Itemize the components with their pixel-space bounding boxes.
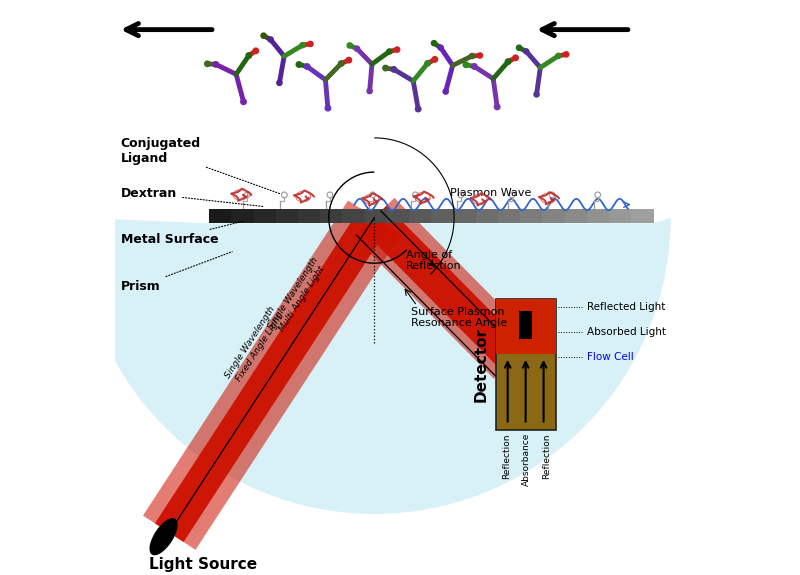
Text: Light Source: Light Source [150, 557, 258, 572]
Polygon shape [78, 218, 670, 514]
Circle shape [391, 67, 397, 72]
Circle shape [556, 53, 561, 59]
FancyBboxPatch shape [496, 299, 555, 354]
Circle shape [524, 49, 529, 54]
FancyBboxPatch shape [365, 209, 387, 223]
FancyBboxPatch shape [631, 209, 654, 223]
Text: Single Wavelength
Fixed Angle Light: Single Wavelength Fixed Angle Light [224, 304, 286, 385]
Circle shape [415, 106, 421, 112]
Circle shape [432, 56, 438, 62]
FancyBboxPatch shape [519, 311, 532, 339]
Circle shape [300, 43, 305, 48]
Circle shape [470, 53, 474, 59]
Polygon shape [354, 198, 534, 379]
FancyBboxPatch shape [409, 209, 432, 223]
Text: Reflection: Reflection [542, 433, 551, 478]
Polygon shape [143, 201, 401, 550]
Text: Absorbance: Absorbance [522, 433, 531, 486]
Circle shape [367, 89, 372, 94]
Circle shape [354, 46, 360, 51]
Text: Dextran: Dextran [121, 187, 263, 206]
Circle shape [478, 53, 482, 58]
Text: Angle of
Reflection: Angle of Reflection [406, 250, 462, 271]
Circle shape [471, 64, 477, 69]
FancyBboxPatch shape [298, 209, 321, 223]
Polygon shape [155, 208, 389, 542]
Text: Flow Cell: Flow Cell [587, 352, 634, 362]
Circle shape [534, 92, 539, 97]
FancyBboxPatch shape [496, 299, 555, 430]
Circle shape [425, 61, 430, 66]
FancyBboxPatch shape [342, 209, 366, 223]
Circle shape [438, 45, 443, 50]
Circle shape [261, 33, 266, 39]
Text: Absorbed Light: Absorbed Light [587, 327, 666, 337]
Circle shape [463, 62, 469, 67]
FancyBboxPatch shape [476, 209, 498, 223]
FancyBboxPatch shape [454, 209, 476, 223]
Circle shape [394, 47, 400, 52]
Circle shape [205, 61, 210, 67]
FancyBboxPatch shape [587, 209, 610, 223]
Circle shape [443, 89, 448, 94]
Circle shape [268, 37, 273, 42]
Text: Conjugated
Ligand: Conjugated Ligand [121, 137, 281, 194]
Circle shape [338, 61, 344, 66]
Circle shape [308, 41, 313, 47]
Text: Plasmon Wave: Plasmon Wave [450, 187, 532, 198]
Circle shape [241, 99, 246, 105]
FancyBboxPatch shape [542, 209, 566, 223]
Circle shape [386, 49, 392, 54]
Circle shape [431, 41, 437, 46]
FancyBboxPatch shape [609, 209, 632, 223]
FancyBboxPatch shape [565, 209, 587, 223]
Circle shape [494, 104, 500, 110]
FancyBboxPatch shape [231, 209, 254, 223]
Circle shape [382, 66, 388, 71]
Circle shape [296, 62, 302, 67]
Text: Detector: Detector [474, 327, 489, 402]
Text: Single Wavelength
Multi Angle Light: Single Wavelength Multi Angle Light [266, 256, 329, 337]
FancyBboxPatch shape [387, 209, 410, 223]
Circle shape [277, 81, 282, 86]
FancyBboxPatch shape [498, 209, 521, 223]
FancyBboxPatch shape [431, 209, 454, 223]
Polygon shape [362, 206, 526, 371]
FancyBboxPatch shape [254, 209, 276, 223]
Ellipse shape [150, 518, 178, 555]
FancyBboxPatch shape [320, 209, 343, 223]
Circle shape [253, 48, 258, 53]
FancyBboxPatch shape [520, 209, 543, 223]
Circle shape [213, 62, 218, 67]
Circle shape [517, 45, 522, 51]
Text: Reflected Light: Reflected Light [587, 302, 666, 312]
Text: Metal Surface: Metal Surface [121, 221, 243, 246]
Circle shape [304, 64, 310, 69]
Text: Prism: Prism [121, 252, 232, 293]
Circle shape [513, 55, 518, 60]
Circle shape [506, 59, 511, 64]
Circle shape [325, 105, 330, 111]
Circle shape [246, 53, 251, 58]
Text: Reflection: Reflection [502, 433, 511, 478]
Circle shape [564, 52, 569, 57]
Circle shape [347, 43, 352, 48]
FancyBboxPatch shape [276, 209, 298, 223]
Text: Surface Plasmon
Resonance Angle: Surface Plasmon Resonance Angle [411, 306, 507, 328]
FancyBboxPatch shape [209, 209, 232, 223]
Circle shape [346, 58, 352, 63]
